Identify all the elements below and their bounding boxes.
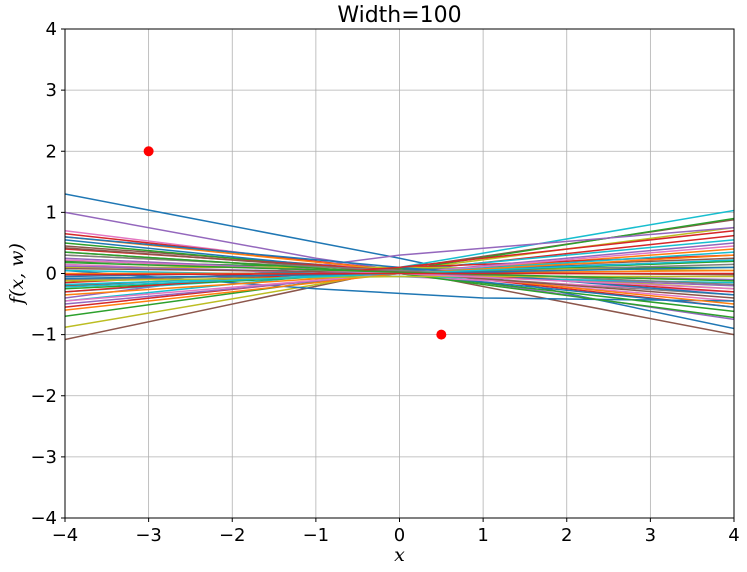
- series-line: [65, 261, 734, 282]
- data-point: [436, 329, 447, 340]
- x-tick-label: 4: [728, 525, 739, 546]
- chart-title: Width=100: [337, 3, 461, 28]
- y-tick-label: 1: [46, 202, 57, 223]
- y-tick-label: 3: [46, 80, 57, 101]
- x-tick-label: 3: [645, 525, 656, 546]
- x-tick-labels: −4 −3 −2 −1 0 1 2 3 4: [52, 525, 740, 546]
- y-tick-label: −3: [30, 447, 57, 468]
- y-tick-labels: −4 −3 −2 −1 0 1 2 3 4: [30, 19, 57, 529]
- y-tick-label: −4: [30, 508, 57, 529]
- y-tick-label: 4: [46, 19, 57, 40]
- series-lines: [65, 193, 734, 341]
- x-axis-label: x: [394, 544, 405, 566]
- y-tick-label: −1: [30, 325, 57, 346]
- x-tick-label: −3: [135, 525, 162, 546]
- series-line: [65, 193, 734, 330]
- x-tick-label: 0: [394, 525, 405, 546]
- y-axis-label: f(x, w): [6, 243, 28, 306]
- series-line: [65, 254, 734, 286]
- y-tick-label: 2: [46, 141, 57, 162]
- series-line: [65, 275, 734, 282]
- x-tick-label: −1: [303, 525, 330, 546]
- scatter-points: [143, 146, 447, 340]
- x-tick-label: −2: [219, 525, 246, 546]
- data-point: [143, 146, 154, 157]
- x-tick-label: −4: [52, 525, 79, 546]
- y-tick-label: −2: [30, 386, 57, 407]
- series-line: [65, 229, 734, 293]
- x-tick-label: 1: [477, 525, 488, 546]
- ticks: [61, 28, 735, 522]
- plot-area: [65, 146, 734, 341]
- series-line: [65, 272, 734, 276]
- x-tick-label: 2: [561, 525, 572, 546]
- y-tick-label: 0: [46, 264, 57, 285]
